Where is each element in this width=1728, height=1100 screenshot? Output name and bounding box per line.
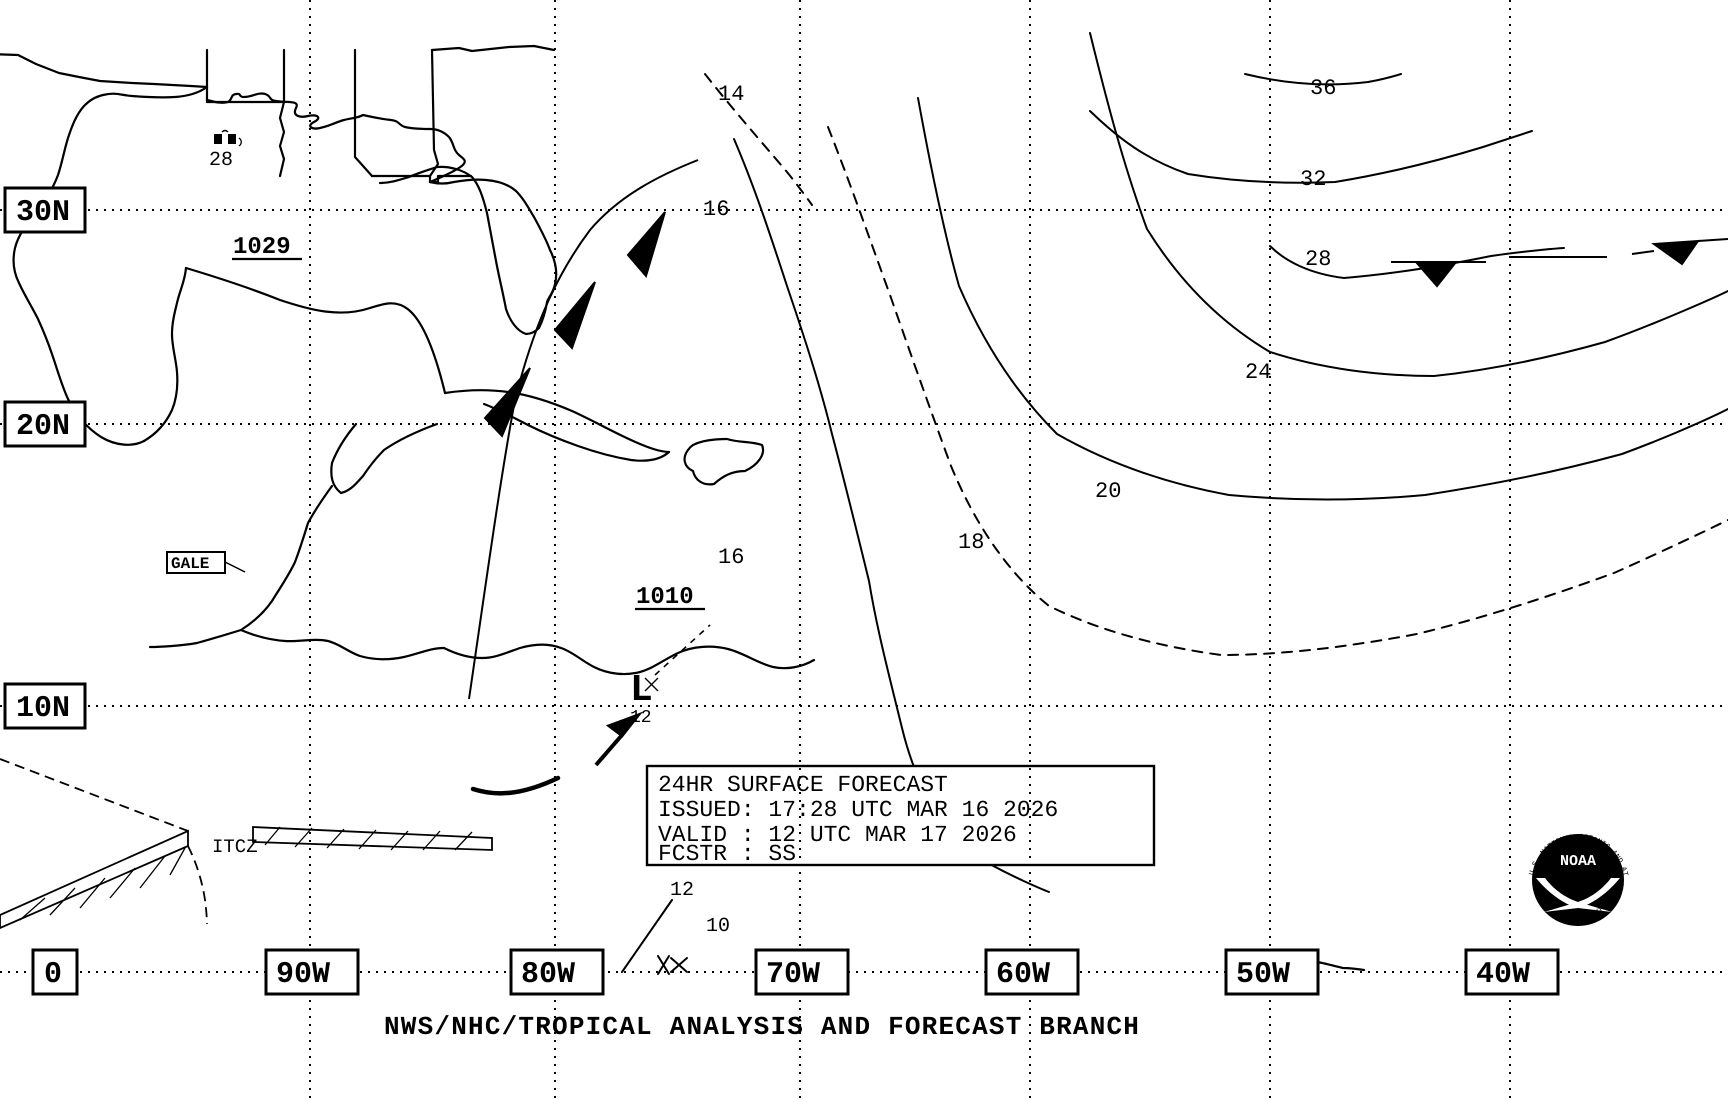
svg-text:80W: 80W [521, 958, 575, 992]
svg-text:ITCZ: ITCZ [212, 836, 258, 858]
svg-text:24HR SURFACE FORECAST: 24HR SURFACE FORECAST [658, 772, 948, 798]
svg-text:32: 32 [1300, 167, 1326, 192]
svg-text:16: 16 [718, 545, 744, 570]
svg-text:10N: 10N [16, 692, 70, 726]
svg-text:20: 20 [1095, 479, 1121, 504]
svg-text:60W: 60W [996, 958, 1050, 992]
svg-text:30N: 30N [16, 196, 70, 230]
svg-text:20N: 20N [16, 410, 70, 444]
svg-text:24: 24 [1245, 360, 1271, 385]
svg-text:0: 0 [44, 958, 62, 992]
svg-text:12: 12 [630, 708, 652, 728]
svg-text:FCSTR : SS: FCSTR : SS [658, 841, 796, 867]
svg-text:1029: 1029 [233, 234, 291, 261]
svg-text:70W: 70W [766, 958, 820, 992]
svg-text:GALE: GALE [171, 555, 209, 573]
svg-text:ISSUED: 17:28 UTC MAR 16 2026: ISSUED: 17:28 UTC MAR 16 2026 [658, 797, 1058, 823]
svg-text:28: 28 [209, 149, 233, 172]
svg-text:12: 12 [670, 879, 694, 902]
svg-text:50W: 50W [1236, 958, 1290, 992]
svg-text:10: 10 [706, 915, 730, 938]
svg-text:1010: 1010 [636, 584, 694, 611]
svg-text:16: 16 [703, 197, 729, 222]
svg-text:14: 14 [718, 82, 744, 107]
svg-text:NWS/NHC/TROPICAL ANALYSIS AND: NWS/NHC/TROPICAL ANALYSIS AND FORECAST B… [384, 1012, 1140, 1042]
svg-text:40W: 40W [1476, 958, 1530, 992]
svg-text:90W: 90W [276, 958, 330, 992]
svg-text:18: 18 [958, 530, 984, 555]
svg-text:28: 28 [1305, 247, 1331, 272]
svg-text:36: 36 [1310, 76, 1336, 101]
svg-text:NOAA: NOAA [1560, 853, 1596, 870]
svg-text:U.S. NATIONAL OCEANIC AND ATMO: U.S. NATIONAL OCEANIC AND ATMOSPHERIC AD… [0, 0, 1629, 878]
